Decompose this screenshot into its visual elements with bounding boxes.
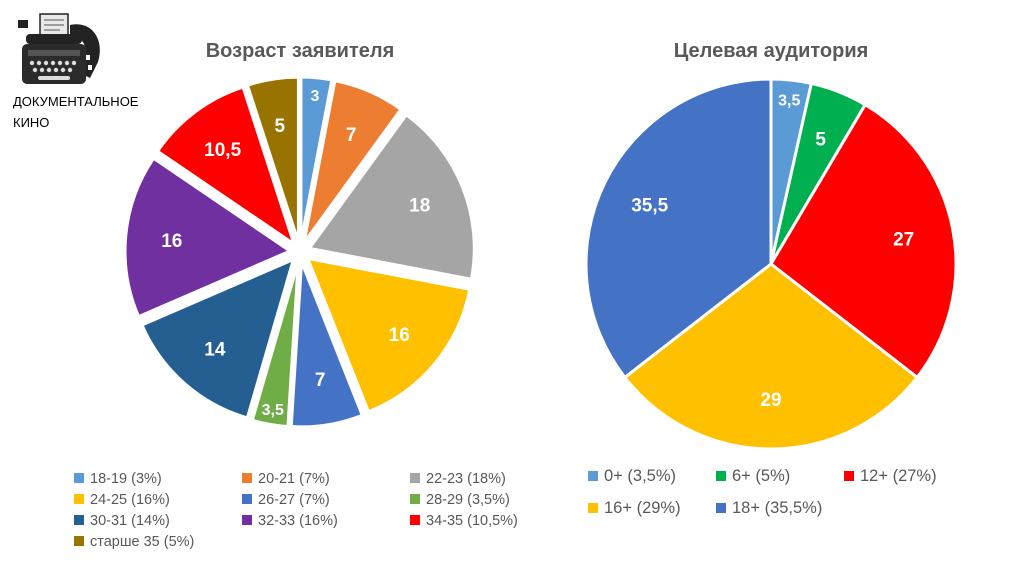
legend-label: 26-27 (7%): [258, 492, 330, 508]
legend-label: 24-25 (16%): [90, 492, 170, 508]
typewriter-film-icon: [18, 13, 100, 84]
data-label-18: 35,5: [631, 196, 668, 217]
legend-item-0: 0+ (3,5%): [588, 467, 676, 485]
legend-swatch: [74, 473, 84, 483]
pie-slice-22-23: [307, 113, 476, 281]
legend-label: 34-35 (10,5%): [426, 513, 518, 529]
legend-swatch: [588, 471, 598, 481]
legend-item-30-31: 30-31 (14%): [74, 513, 170, 529]
data-label-6: 5: [815, 129, 826, 150]
legend-item-12: 12+ (27%): [844, 467, 937, 485]
legend-item-22-23: 22-23 (18%): [410, 471, 506, 487]
data-label-34-35: 10,5: [204, 140, 241, 161]
legend-item-28-29: 28-29 (3,5%): [410, 492, 510, 508]
legend-item-6: 6+ (5%): [716, 467, 790, 485]
legend-label: 20-21 (7%): [258, 471, 330, 487]
legend-swatch: [716, 503, 726, 513]
legend-label: 30-31 (14%): [90, 513, 170, 529]
legend-item-24-25: 24-25 (16%): [74, 492, 170, 508]
pie-slice-32-33: [123, 156, 292, 319]
legend-label: 28-29 (3,5%): [426, 492, 510, 508]
pie-slice-20-21: [302, 79, 403, 245]
logo-line-1: ДОКУМЕНТАЛЬНОЕ: [13, 94, 139, 109]
legend-swatch: [844, 471, 854, 481]
legend-swatch: [242, 473, 252, 483]
pie-audience: 3,5 5 27 29 35,5: [584, 77, 958, 451]
legend-item-18: 18+ (35,5%): [716, 499, 822, 517]
legend-item-34-35: 34-35 (10,5%): [410, 513, 518, 529]
data-label-18-19: 3: [310, 88, 319, 105]
legend-swatch: [242, 515, 252, 525]
logo-line-2: КИНО: [13, 115, 49, 130]
data-label-0: 3,5: [778, 93, 800, 110]
legend-age: 18-19 (3%) 20-21 (7%) 22-23 (18%) 24-25 (16…: [74, 471, 518, 550]
data-label-26-27: 7: [315, 370, 326, 391]
pie-slice-18-19: [299, 75, 334, 244]
pie-slice-30-31: [140, 258, 295, 420]
data-label-24-25: 16: [389, 325, 410, 346]
legend-swatch: [588, 503, 598, 513]
legend-swatch: [716, 471, 726, 481]
data-label-старше-35: 5: [275, 116, 286, 137]
legend-label: 16+ (29%): [604, 499, 681, 517]
legend-item-18-19: 18-19 (3%): [74, 471, 162, 487]
legend-swatch: [74, 515, 84, 525]
pie-slice-16: [623, 262, 919, 451]
pie-slice-18: [584, 77, 773, 379]
pie-slice-34-35: [156, 85, 296, 246]
legend-item-старше-35: старше 35 (5%): [74, 534, 194, 550]
legend-audience: 0+ (3,5%) 6+ (5%) 12+ (27%) 16+ (29%) 18+ (3…: [588, 467, 937, 517]
legend-item-20-21: 20-21 (7%): [242, 471, 330, 487]
legend-swatch: [410, 515, 420, 525]
legend-label: 22-23 (18%): [426, 471, 506, 487]
legend-label: 12+ (27%): [860, 467, 937, 485]
legend-label: 0+ (3,5%): [604, 467, 676, 485]
data-label-28-29: 3,5: [262, 402, 284, 419]
data-label-30-31: 14: [204, 340, 226, 361]
legend-label: 18-19 (3%): [90, 471, 162, 487]
legend-label: 18+ (35,5%): [732, 499, 822, 517]
legend-item-16: 16+ (29%): [588, 499, 681, 517]
data-label-12: 27: [893, 230, 914, 251]
legend-item-26-27: 26-27 (7%): [242, 492, 330, 508]
pie-age: 3 7 18 16 7 3,5 14 16 10,5 5: [123, 75, 476, 429]
data-label-20-21: 7: [346, 125, 357, 146]
legend-swatch: [74, 494, 84, 504]
chart-title-audience: Целевая аудитория: [674, 40, 869, 62]
legend-swatch: [410, 473, 420, 483]
data-label-22-23: 18: [409, 196, 430, 217]
pie-slice-26-27: [289, 260, 364, 429]
logo: ДОКУМЕНТАЛЬНОЕ КИНО: [13, 13, 139, 130]
chart-age: Возраст заявителя 3 7 18 16 7 3,5 14 16 10,5 5 18…: [74, 40, 518, 550]
legend-item-32-33: 32-33 (16%): [242, 513, 338, 529]
pie-slice-28-29: [250, 260, 300, 429]
data-label-32-33: 16: [161, 231, 182, 252]
pie-slice-12: [769, 103, 958, 379]
legend-label: 32-33 (16%): [258, 513, 338, 529]
pie-slice-24-25: [306, 256, 472, 414]
legend-swatch: [410, 494, 420, 504]
data-label-16: 29: [760, 390, 781, 411]
legend-label: старше 35 (5%): [90, 534, 194, 550]
chart-audience: Целевая аудитория 3,5 5 27 29 35,5 0+ (3,5%)…: [584, 40, 958, 517]
legend-label: 6+ (5%): [732, 467, 790, 485]
legend-swatch: [74, 536, 84, 546]
chart-title-age: Возраст заявителя: [206, 40, 395, 62]
pie-slice-старше-35: [245, 75, 300, 244]
legend-swatch: [242, 494, 252, 504]
